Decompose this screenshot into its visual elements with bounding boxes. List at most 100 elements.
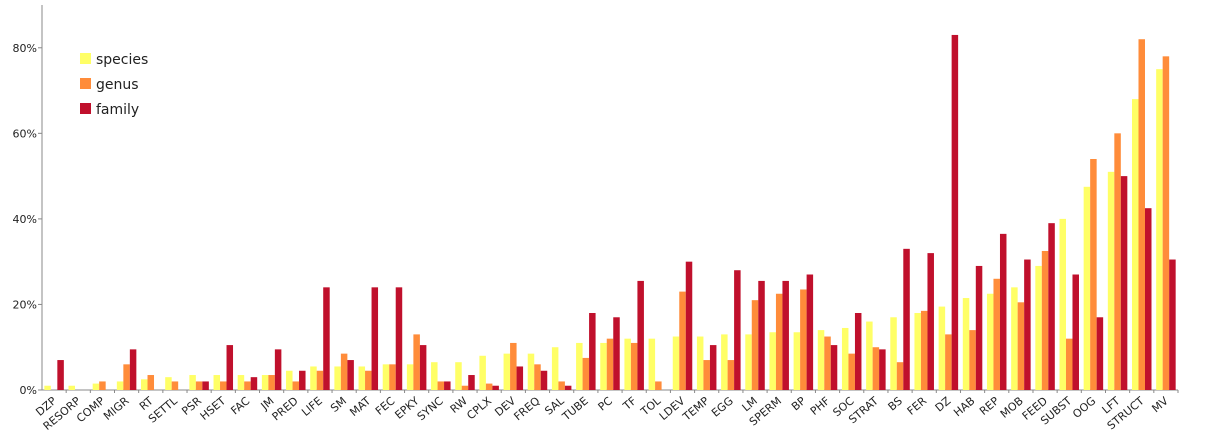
- bar: [854, 313, 862, 390]
- bar: [986, 293, 994, 390]
- bar: [709, 345, 717, 390]
- x-tick-label: HAB: [951, 394, 977, 419]
- bar: [268, 375, 275, 390]
- bar: [1162, 56, 1170, 390]
- bar: [606, 338, 614, 390]
- bar: [672, 336, 680, 390]
- bar: [721, 334, 728, 390]
- bar: [202, 381, 209, 390]
- bar: [758, 280, 765, 390]
- bar: [582, 357, 590, 390]
- bar: [365, 370, 372, 390]
- bar: [444, 381, 451, 390]
- bar: [890, 317, 897, 390]
- x-tick-label: TEMP: [680, 394, 712, 424]
- bar: [927, 253, 934, 390]
- bar: [745, 334, 752, 390]
- x-tick-label: DZ: [933, 394, 954, 415]
- bar: [461, 385, 469, 390]
- x-tick-label: HSET: [198, 394, 229, 423]
- bar: [648, 338, 656, 390]
- bar: [195, 381, 203, 390]
- bar: [189, 375, 196, 390]
- bar: [866, 321, 873, 390]
- bar: [551, 347, 559, 390]
- bar: [848, 353, 855, 390]
- bar: [468, 375, 475, 390]
- bar: [920, 310, 928, 390]
- bar: [879, 349, 886, 390]
- x-tick-label: PC: [596, 394, 616, 413]
- bar: [310, 366, 317, 390]
- bar: [371, 287, 379, 390]
- bar: [1065, 338, 1073, 390]
- bar: [503, 353, 511, 390]
- bar: [872, 347, 880, 390]
- bar: [817, 330, 825, 390]
- legend-label: genus: [96, 77, 139, 93]
- bar: [395, 287, 403, 390]
- bar: [1011, 287, 1018, 390]
- bar: [806, 274, 814, 390]
- x-tick-label: LDEV: [657, 394, 688, 423]
- bar: [1041, 250, 1049, 390]
- legend-swatch: [80, 53, 91, 64]
- bar: [1156, 69, 1163, 391]
- bar: [830, 345, 838, 390]
- bar: [68, 385, 76, 390]
- bar: [703, 360, 710, 390]
- bar: [945, 334, 952, 390]
- bar: [316, 370, 324, 390]
- bar: [479, 355, 486, 390]
- x-tick-label: EGG: [709, 394, 736, 419]
- bar: [286, 370, 293, 390]
- bar: [727, 360, 735, 390]
- bar: [1169, 259, 1176, 390]
- bar: [576, 342, 583, 390]
- bar: [99, 381, 106, 390]
- bar: [540, 370, 548, 390]
- bar: [226, 345, 234, 390]
- bar: [1144, 208, 1152, 390]
- x-tick-label: BP: [789, 394, 808, 413]
- bar: [147, 375, 155, 390]
- bar: [455, 362, 462, 390]
- bar: [734, 270, 741, 390]
- x-tick-label: SETTL: [146, 394, 181, 426]
- bar: [237, 375, 245, 390]
- x-tick-label: OOG: [1070, 394, 1098, 421]
- legend-swatch: [80, 103, 91, 114]
- bar: [171, 381, 179, 390]
- bar: [1017, 302, 1025, 390]
- legend-label: species: [96, 52, 148, 68]
- bar: [841, 327, 849, 390]
- bar: [492, 385, 499, 390]
- bar: [116, 381, 124, 390]
- x-tick-label: CPLX: [464, 394, 494, 422]
- bar: [679, 291, 686, 390]
- bar: [347, 360, 354, 390]
- bar: [655, 381, 662, 390]
- bar: [516, 366, 524, 390]
- x-tick-label: BS: [886, 394, 905, 413]
- bar: [1107, 171, 1115, 390]
- bar: [129, 349, 137, 390]
- x-tick-label: TUBE: [559, 394, 591, 423]
- bar: [624, 338, 631, 390]
- bar: [793, 332, 801, 390]
- bar: [1138, 39, 1145, 390]
- bar: [769, 332, 776, 390]
- bar: [1096, 317, 1104, 390]
- x-tick-label: FAC: [228, 394, 252, 417]
- bar: [775, 293, 783, 390]
- bar: [751, 300, 759, 390]
- bar: [564, 385, 572, 390]
- x-tick-label: MOB: [998, 394, 1026, 420]
- x-tick-label: REP: [977, 394, 1002, 418]
- bar: [914, 313, 921, 390]
- legend-swatch: [80, 78, 91, 89]
- bar: [57, 360, 64, 390]
- x-tick-label: MIGR: [101, 394, 132, 423]
- bar: [1048, 223, 1055, 390]
